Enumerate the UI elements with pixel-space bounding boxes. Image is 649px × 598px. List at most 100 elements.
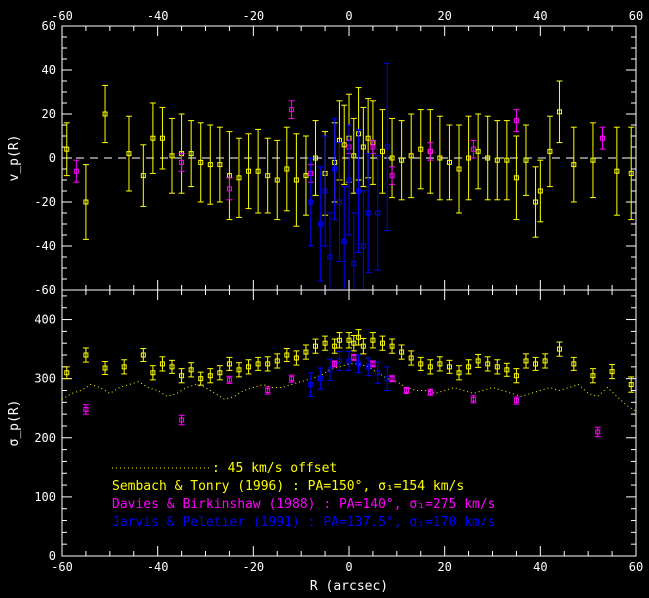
data-point xyxy=(336,199,342,205)
data-point xyxy=(308,199,314,205)
data-point xyxy=(628,170,634,176)
data-point xyxy=(389,343,395,349)
data-point xyxy=(179,417,185,423)
y-tick-label: -40 xyxy=(34,239,56,253)
data-point xyxy=(102,111,108,117)
data-point xyxy=(466,364,472,370)
data-point xyxy=(274,177,280,183)
data-point xyxy=(513,373,519,379)
data-point xyxy=(513,118,519,124)
x-tick-label: -60 xyxy=(51,560,73,574)
data-point xyxy=(513,175,519,181)
data-point xyxy=(475,358,481,364)
data-point xyxy=(485,155,491,161)
x-tick-label: 20 xyxy=(437,560,451,574)
data-point xyxy=(418,146,424,152)
velocity-axis-label: v_p(R) xyxy=(7,135,22,182)
data-point xyxy=(389,155,395,161)
data-point xyxy=(356,334,362,340)
data-point xyxy=(418,361,424,367)
data-point xyxy=(313,343,319,349)
data-point xyxy=(289,376,295,382)
x-tick-label-top: -20 xyxy=(242,9,264,23)
data-point xyxy=(336,337,342,343)
data-point xyxy=(408,153,414,159)
data-point xyxy=(513,398,519,404)
x-tick-label: -40 xyxy=(147,560,169,574)
x-tick-label-top: 60 xyxy=(629,9,643,23)
x-tick-label-top: 0 xyxy=(345,9,352,23)
data-point xyxy=(226,361,232,367)
data-point xyxy=(446,364,452,370)
data-point xyxy=(370,337,376,343)
data-point xyxy=(303,173,309,179)
y-tick-label: 0 xyxy=(49,151,56,165)
data-point xyxy=(494,157,500,163)
data-point xyxy=(159,135,165,141)
data-point xyxy=(83,352,89,358)
x-tick-label: 60 xyxy=(629,560,643,574)
data-point xyxy=(265,361,271,367)
data-point xyxy=(317,221,323,227)
data-point xyxy=(341,239,347,245)
data-point xyxy=(236,175,242,181)
data-point xyxy=(485,361,491,367)
data-point xyxy=(389,376,395,382)
legend-entry-sembach: Sembach & Tonry (1996) : PA=150°, σ₁=154… xyxy=(112,479,464,494)
data-point xyxy=(159,361,165,367)
data-point xyxy=(547,148,553,154)
y-tick-label: 200 xyxy=(34,431,56,445)
legend-entry-offset: : 45 km/s offset xyxy=(212,461,337,476)
data-point xyxy=(427,148,433,154)
data-point xyxy=(198,376,204,382)
data-series-2 xyxy=(307,62,391,290)
data-point xyxy=(284,352,290,358)
data-point xyxy=(179,159,185,165)
data-point xyxy=(470,396,476,402)
data-point xyxy=(317,376,323,382)
data-point xyxy=(102,365,108,371)
data-point xyxy=(533,199,539,205)
data-point xyxy=(226,377,232,383)
data-point xyxy=(494,364,500,370)
data-point xyxy=(456,166,462,172)
data-point xyxy=(179,373,185,379)
data-series-0 xyxy=(63,80,635,240)
data-point xyxy=(571,361,577,367)
data-series-0 xyxy=(63,329,635,393)
data-point xyxy=(293,177,299,183)
data-point xyxy=(556,346,562,352)
data-series-2 xyxy=(307,350,391,397)
data-point xyxy=(217,370,223,376)
data-point xyxy=(346,177,352,183)
dispersion-axis-label: σ_p(R) xyxy=(7,400,22,447)
data-point xyxy=(332,361,338,367)
data-point xyxy=(365,210,371,216)
data-point xyxy=(308,382,314,388)
dispersion-panel: -60 -40 -20 0 20 40 60 0 100 200 300 400 xyxy=(34,289,643,574)
data-point xyxy=(556,109,562,115)
y-tick-label: 40 xyxy=(42,63,56,77)
data-point xyxy=(628,382,634,388)
data-point xyxy=(427,364,433,370)
data-point xyxy=(351,261,357,267)
data-point xyxy=(384,144,390,150)
data-point xyxy=(600,135,606,141)
offset-dotted-line xyxy=(61,363,637,412)
legend-entry-davies: Davies & Birkinshaw (1988) : PA=140°, σ₁… xyxy=(112,497,496,512)
data-point xyxy=(437,361,443,367)
x-tick-label-top: 20 xyxy=(437,9,451,23)
data-point xyxy=(336,358,342,364)
x-tick-label: 0 xyxy=(345,560,352,574)
data-point xyxy=(265,387,271,393)
y-tick-label: 400 xyxy=(34,313,56,327)
data-point xyxy=(370,361,376,367)
data-point xyxy=(351,340,357,346)
data-point xyxy=(475,148,481,154)
data-point xyxy=(346,358,352,364)
data-point xyxy=(327,254,333,260)
data-point xyxy=(207,162,213,168)
data-point xyxy=(351,153,357,159)
